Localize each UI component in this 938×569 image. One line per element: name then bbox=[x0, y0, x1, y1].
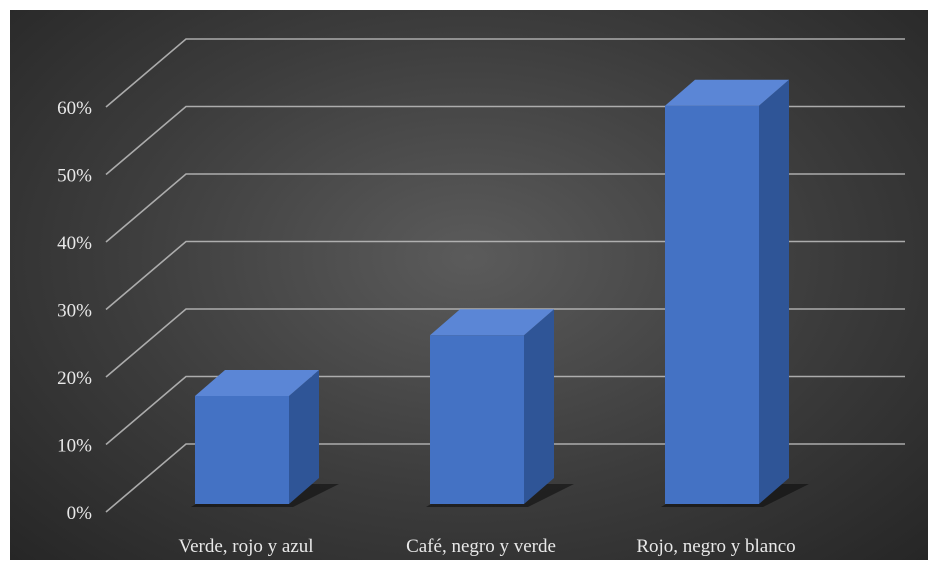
y-tick-label: 0% bbox=[67, 503, 93, 524]
x-category-label: Rojo, negro y blanco bbox=[636, 536, 795, 557]
bar-front-face bbox=[195, 396, 289, 504]
chart-area: 0% 10% 20% 30% 40% 50% 60% Verde, rojo y azul C… bbox=[10, 10, 928, 560]
bar-rojo-negro-y-blanco bbox=[661, 79, 809, 507]
bar-side-face bbox=[524, 309, 554, 504]
x-category-label: Café, negro y verde bbox=[406, 536, 556, 557]
y-tick-label: 50% bbox=[57, 166, 92, 187]
y-tick-label: 10% bbox=[57, 436, 92, 457]
bar-cafe-negro-y-verde bbox=[426, 309, 574, 507]
bars bbox=[191, 79, 809, 507]
gridlines bbox=[105, 38, 905, 513]
y-tick-label: 60% bbox=[57, 98, 92, 119]
bar-top-face bbox=[665, 79, 789, 106]
bar-top-face bbox=[195, 370, 319, 396]
bar-front-face bbox=[665, 105, 759, 504]
bar-side-face bbox=[759, 79, 789, 504]
y-tick-label: 20% bbox=[57, 368, 92, 389]
x-axis-categories: Verde, rojo y azul Café, negro y verde Roj… bbox=[178, 536, 795, 557]
x-category-label: Verde, rojo y azul bbox=[178, 536, 313, 557]
y-axis-ticks: 0% 10% 20% 30% 40% 50% 60% bbox=[57, 98, 92, 524]
bar-side-face bbox=[289, 370, 319, 504]
bar-chart-3d: 0% 10% 20% 30% 40% 50% 60% Verde, rojo y azul C… bbox=[57, 38, 905, 557]
bar-top-face bbox=[430, 309, 554, 336]
y-tick-label: 30% bbox=[57, 301, 92, 322]
bar-verde-rojo-y-azul bbox=[191, 370, 339, 507]
bar-front-face bbox=[430, 335, 524, 504]
gridline bbox=[105, 38, 905, 108]
y-tick-label: 40% bbox=[57, 233, 92, 254]
